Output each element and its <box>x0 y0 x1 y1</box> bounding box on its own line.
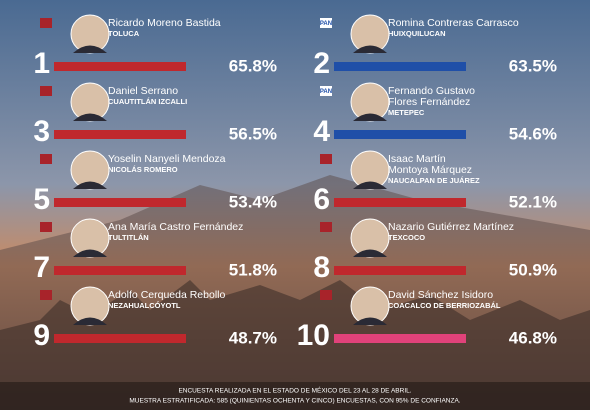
bar <box>334 62 466 71</box>
footer-line: ENCUESTA REALIZADA EN EL ESTADO DE MÉXIC… <box>178 386 411 395</box>
bar <box>334 130 466 139</box>
municipality: CUAUTITLÁN IZCALLI <box>108 97 187 106</box>
rank: 6 <box>313 183 330 216</box>
candidate-suit <box>353 317 387 325</box>
candidate-suit <box>73 113 107 121</box>
percentage: 50.9% <box>509 260 557 279</box>
percentage: 46.8% <box>509 328 557 347</box>
candidate-name: Fernando Gustavo <box>388 85 475 97</box>
candidate-name: Romina Contreras Carrasco <box>388 17 519 29</box>
candidate-suit <box>353 181 387 189</box>
candidate-suit <box>353 113 387 121</box>
candidate-suit <box>353 249 387 257</box>
bar <box>54 62 186 71</box>
rank: 7 <box>33 251 50 284</box>
municipality: NEZAHUALCÓYOTL <box>108 301 181 310</box>
rank: 1 <box>33 47 50 80</box>
party-logo <box>40 18 52 28</box>
rank: 3 <box>33 115 50 148</box>
bar <box>54 266 186 275</box>
candidate-suit <box>73 317 107 325</box>
municipality: METEPEC <box>388 108 425 117</box>
candidate-name: Daniel Serrano <box>108 85 178 97</box>
candidate-name: Isaac Martín <box>388 153 446 165</box>
percentage: 65.8% <box>229 56 277 75</box>
city <box>0 280 590 410</box>
party-logo <box>320 290 332 300</box>
footer-band <box>0 382 590 410</box>
candidate-name: Montoya Márquez <box>388 164 472 176</box>
rank: 2 <box>313 47 330 80</box>
municipality: TOLUCA <box>108 29 140 38</box>
candidate-suit <box>353 45 387 53</box>
party-logo <box>320 86 332 96</box>
candidate-suit <box>73 45 107 53</box>
candidate-suit <box>73 249 107 257</box>
candidate-name: Flores Fernández <box>388 96 470 108</box>
party-label: PAN <box>320 21 332 27</box>
bar <box>54 130 186 139</box>
percentage: 56.5% <box>229 124 277 143</box>
bar <box>334 334 466 343</box>
municipality: TEXCOCO <box>388 233 425 242</box>
party-logo <box>40 86 52 96</box>
footer-line: MUESTRA ESTRATIFICADA: 585 (QUINIENTAS O… <box>129 398 460 405</box>
bar <box>54 198 186 207</box>
municipality: NICOLÁS ROMERO <box>108 165 178 174</box>
party-logo <box>40 154 52 164</box>
municipality: COACALCO DE BERRIOZABÁL <box>388 301 501 310</box>
party-logo <box>320 222 332 232</box>
candidate-name: Nazario Gutiérrez Martínez <box>388 221 514 233</box>
party-logo <box>320 154 332 164</box>
municipality: TULTITLÁN <box>108 233 149 242</box>
party-label: PAN <box>320 89 332 95</box>
candidate-name: David Sánchez Isidoro <box>388 289 493 301</box>
percentage: 48.7% <box>229 328 277 347</box>
rank: 4 <box>313 115 330 148</box>
percentage: 52.1% <box>509 192 557 211</box>
percentage: 63.5% <box>509 56 557 75</box>
rank: 9 <box>33 319 50 352</box>
rank: 10 <box>297 319 330 352</box>
candidate-name: Yoselin Nanyeli Mendoza <box>108 153 226 165</box>
municipality: NAUCALPAN DE JUÁREZ <box>388 176 480 185</box>
party-logo <box>320 18 332 28</box>
candidate-name: Ana María Castro Fernández <box>108 221 243 233</box>
bar <box>334 266 466 275</box>
percentage: 53.4% <box>229 192 277 211</box>
percentage: 51.8% <box>229 260 277 279</box>
rank: 5 <box>33 183 50 216</box>
party-logo <box>40 290 52 300</box>
candidate-name: Adolfo Cerqueda Rebollo <box>108 289 225 301</box>
percentage: 54.6% <box>509 124 557 143</box>
party-logo <box>40 222 52 232</box>
candidate-name: Ricardo Moreno Bastida <box>108 17 221 29</box>
candidate-suit <box>73 181 107 189</box>
bar <box>54 334 186 343</box>
municipality: HUIXQUILUCAN <box>388 29 446 38</box>
bar <box>334 198 466 207</box>
rank: 8 <box>313 251 330 284</box>
